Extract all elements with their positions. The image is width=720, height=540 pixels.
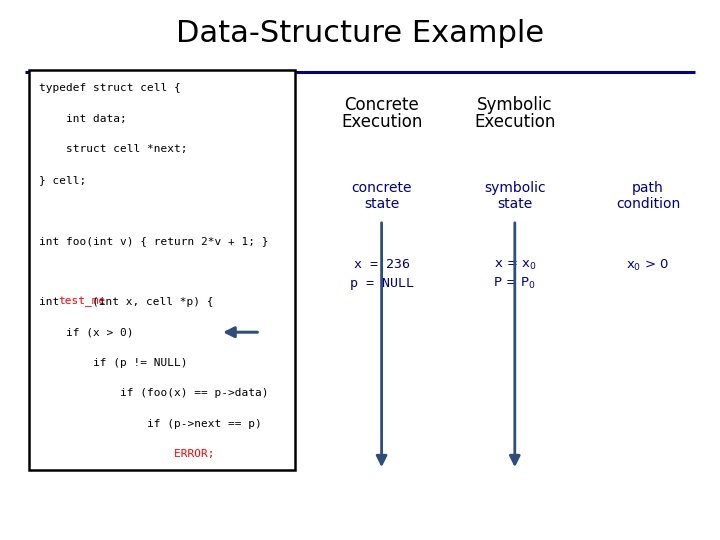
Text: condition: condition <box>616 197 680 211</box>
Text: if (x > 0): if (x > 0) <box>39 327 133 337</box>
Text: int data;: int data; <box>39 114 127 124</box>
Text: path: path <box>632 181 664 195</box>
Text: Concrete: Concrete <box>344 96 419 114</box>
Text: x = 236: x = 236 <box>354 259 410 272</box>
Text: x = x$_0$: x = x$_0$ <box>493 259 536 272</box>
Text: ERROR;: ERROR; <box>39 449 215 459</box>
Text: if (p->next == p): if (p->next == p) <box>39 418 261 429</box>
Text: int: int <box>39 296 66 307</box>
Text: if (foo(x) == p->data): if (foo(x) == p->data) <box>39 388 269 398</box>
Bar <box>29 70 295 470</box>
Text: concrete: concrete <box>351 181 412 195</box>
Text: state: state <box>498 197 532 211</box>
Text: if (p != NULL): if (p != NULL) <box>39 357 187 368</box>
Text: P = P$_0$: P = P$_0$ <box>493 275 536 291</box>
Text: int foo(int v) { return 2*v + 1; }: int foo(int v) { return 2*v + 1; } <box>39 235 269 246</box>
Text: x$_0$ > 0: x$_0$ > 0 <box>626 258 670 273</box>
Text: test_me: test_me <box>58 296 105 307</box>
Text: state: state <box>364 197 399 211</box>
Text: symbolic: symbolic <box>484 181 546 195</box>
Text: struct cell *next;: struct cell *next; <box>39 144 187 154</box>
Text: } cell;: } cell; <box>39 175 86 185</box>
Text: Execution: Execution <box>474 113 556 131</box>
Text: typedef struct cell {: typedef struct cell { <box>39 83 181 93</box>
Text: Execution: Execution <box>341 113 423 131</box>
Text: p = NULL: p = NULL <box>350 276 413 289</box>
Text: Symbolic: Symbolic <box>477 96 553 114</box>
Text: Data-Structure Example: Data-Structure Example <box>176 18 544 48</box>
Text: (int x, cell *p) {: (int x, cell *p) { <box>91 296 213 307</box>
